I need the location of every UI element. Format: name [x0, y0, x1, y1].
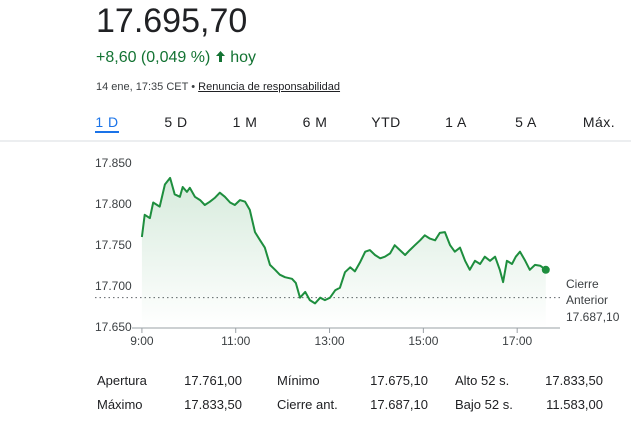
- previous-close-text: Cierre: [566, 277, 599, 291]
- stat-value: 17.687,10: [370, 397, 428, 412]
- tab-underline: [95, 131, 119, 133]
- stat-value: 17.833,50: [184, 397, 242, 412]
- y-tick-label: 17.750: [95, 238, 132, 252]
- change: +8,60 (0,049 %) hoy: [96, 49, 256, 67]
- price: 17.695,70: [96, 2, 248, 40]
- tab[interactable]: 1 M: [232, 114, 258, 130]
- tab[interactable]: 5 A: [515, 114, 537, 130]
- stat-label: Cierre ant.: [277, 397, 338, 412]
- stat-value: 11.583,00: [546, 397, 603, 412]
- area: [141, 177, 546, 328]
- previous-close-value: 17.687,10: [566, 310, 620, 324]
- tab[interactable]: 1 D: [95, 114, 119, 130]
- x-tick-label: 17:00: [502, 334, 532, 348]
- y-tick-label: 17.850: [95, 156, 132, 170]
- stat-value: 17.761,00: [184, 373, 242, 388]
- price-line: [140, 176, 547, 305]
- tab[interactable]: YTD: [371, 114, 401, 130]
- previous-close-text: Anterior: [566, 293, 608, 307]
- stat-value: 17.675,10: [370, 373, 428, 388]
- x-tick-label: 9:00: [130, 334, 154, 348]
- tab[interactable]: 6 M: [302, 114, 328, 130]
- stat-label: Bajo 52 s.: [455, 397, 513, 412]
- x-tick-label: 11:00: [221, 334, 250, 348]
- timestamp: 14 ene, 17:35 CET: [96, 81, 189, 93]
- stat-label: Mínimo: [277, 373, 320, 388]
- stat-label: Apertura: [97, 373, 147, 388]
- y-tick-label: 17.650: [95, 320, 132, 334]
- tab[interactable]: 1 A: [445, 114, 467, 130]
- y-tick-label: 17.700: [95, 279, 132, 293]
- y-tick-label: 17.800: [95, 197, 132, 211]
- meta: 14 ene, 17:35 CET • Renuncia de responsa…: [96, 81, 340, 93]
- last-point: [541, 265, 550, 274]
- period: hoy: [230, 49, 256, 66]
- stat-label: Máximo: [97, 397, 143, 412]
- x-tick-label: 13:00: [315, 334, 345, 348]
- x-tick-label: 15:00: [408, 334, 438, 348]
- stat-value: 17.833,50: [545, 373, 603, 388]
- disclaimer-link[interactable]: Renuncia de responsabilidad: [198, 81, 341, 93]
- separator: •: [191, 81, 196, 93]
- tab[interactable]: Máx.: [582, 114, 616, 130]
- change-value: +8,60 (0,049 %): [96, 49, 211, 66]
- tab[interactable]: 5 D: [164, 114, 188, 130]
- up-arrow: [215, 51, 225, 62]
- stat-label: Alto 52 s.: [455, 373, 510, 388]
